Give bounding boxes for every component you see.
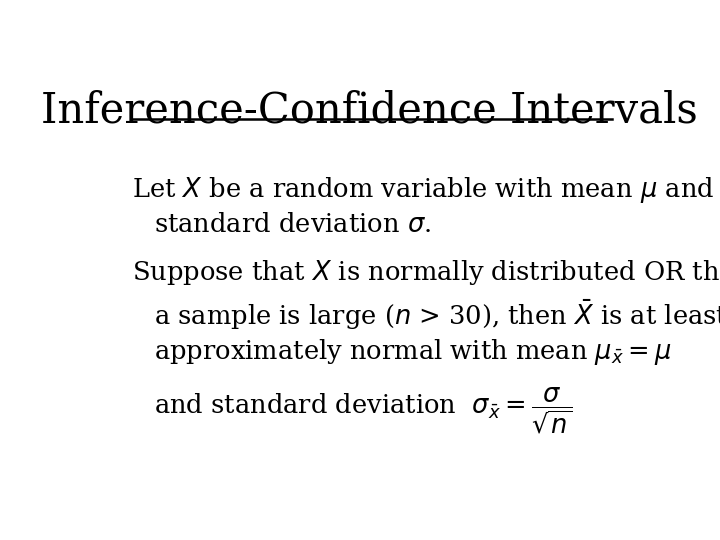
Text: a sample is large ($n$ > 30), then $\bar{X}$ is at least: a sample is large ($n$ > 30), then $\bar… (154, 298, 720, 332)
Text: and standard deviation  $\sigma_{\bar{x}} = \dfrac{\sigma}{\sqrt{n}}$: and standard deviation $\sigma_{\bar{x}}… (154, 385, 572, 435)
Text: Let $\mathit{X}$ be a random variable with mean $\mu$ and: Let $\mathit{X}$ be a random variable wi… (132, 175, 714, 205)
Text: standard deviation $\sigma$.: standard deviation $\sigma$. (154, 212, 431, 238)
Text: Suppose that $\mathit{X}$ is normally distributed OR the: Suppose that $\mathit{X}$ is normally di… (132, 258, 720, 287)
Text: approximately normal with mean $\mu_{\bar{x}} = \mu$: approximately normal with mean $\mu_{\ba… (154, 337, 672, 367)
Text: Inference-Confidence Intervals: Inference-Confidence Intervals (40, 90, 698, 132)
